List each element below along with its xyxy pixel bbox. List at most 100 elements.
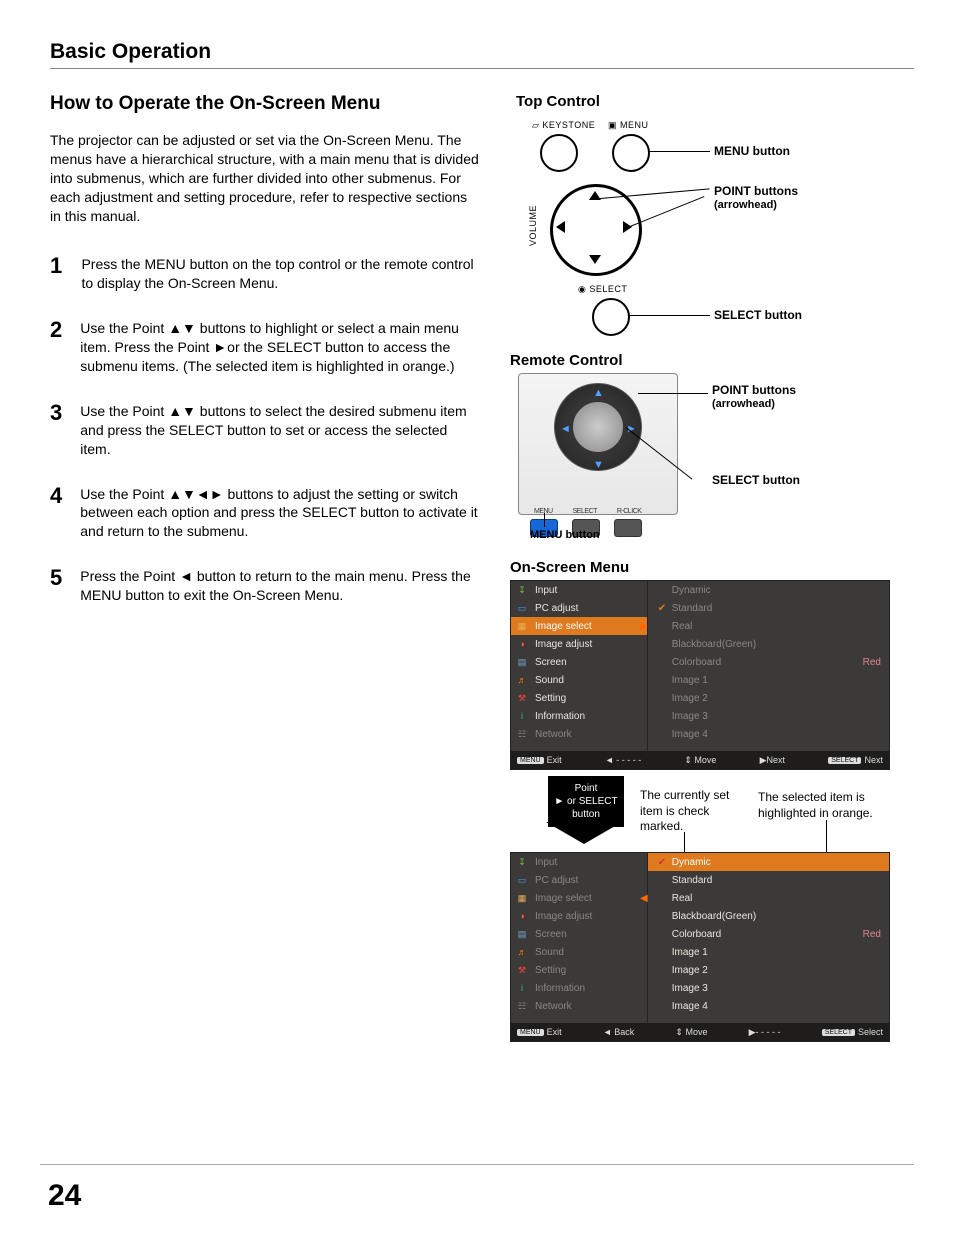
check-icon: ✔ xyxy=(658,603,668,614)
osd-item-label: Information xyxy=(535,983,585,994)
osd-item-icon: ⚒ xyxy=(515,963,529,977)
osd-item-label: Image adjust xyxy=(535,639,592,650)
point-buttons-sub: (arrowhead) xyxy=(714,199,777,211)
annot-check: The currently set item is check marked. xyxy=(640,788,750,835)
keystone-label: ▱ KEYSTONE xyxy=(532,120,595,131)
osd-item-icon: ▭ xyxy=(515,873,529,887)
osd-footer: MENUExit◄ Back⇕ Move▶- - - - -SELECTSele… xyxy=(511,1023,889,1041)
osd-right-item: Blackboard(Green) xyxy=(648,907,889,925)
osd-item-label: Information xyxy=(535,711,585,722)
osd-menu-bottom: ↧Input▭PC adjust▦Image select◀◑Image adj… xyxy=(510,852,890,1042)
osd-left-item: i Information xyxy=(511,979,647,997)
osd-right-item: Image 2 xyxy=(648,689,889,707)
osd-left-item: ▦Image select◀ xyxy=(511,889,647,907)
osd-item-icon: ♬ xyxy=(515,945,529,959)
remote-select-btn-label: SELECT button xyxy=(712,473,800,487)
osd-left-item: ↧ Input xyxy=(511,581,647,599)
page-number: 24 xyxy=(48,1179,81,1213)
osd-left-item: ⚒Setting xyxy=(511,689,647,707)
osd-left-item: ♬ Sound xyxy=(511,943,647,961)
osd-item-icon: ▦ xyxy=(515,891,529,905)
page-title: How to Operate the On-Screen Menu xyxy=(50,93,480,115)
osd-item-icon: ↧ xyxy=(515,583,529,597)
osd-right-item: Real xyxy=(648,617,889,635)
osd-right-item: Image 2 xyxy=(648,961,889,979)
step: 5 Press the Point ◄ button to return to t… xyxy=(50,567,480,605)
step-text: Press the MENU button on the top control… xyxy=(81,255,480,293)
osd-arrow-connector: Point ► or SELECT button The currently s… xyxy=(510,770,888,852)
osd-menu-top: ↧ Input ▭ PC adjust ▦Image select▶ ◑ Image adj… xyxy=(510,580,890,770)
osd-item-label: Image select xyxy=(535,893,592,904)
osd-item-label: PC adjust xyxy=(535,875,578,886)
osd-item-icon: i xyxy=(515,709,529,723)
select-button xyxy=(592,298,630,336)
osd-item-icon: ↧ xyxy=(515,855,529,869)
remote-select-label: SELECT xyxy=(573,508,597,515)
osd-left-item: ◑ Image adjust xyxy=(511,907,647,925)
osd-left-item: ▭ PC adjust xyxy=(511,871,647,889)
menu-button-label: MENU button xyxy=(714,144,790,158)
osd-left-item: ↧ Input xyxy=(511,853,647,871)
step-number: 3 xyxy=(50,402,62,459)
osd-item-label: Input xyxy=(535,585,557,596)
osd-item-icon: ▤ xyxy=(515,655,529,669)
remote-control-diagram: ▲ ▼ ◄ ► MENU SELECT R-CLICK POINT button… xyxy=(510,373,880,543)
osd-item-label: Network xyxy=(535,1001,572,1012)
osd-left-item: ▦Image select▶ xyxy=(511,617,647,635)
osd-right-item: ColorboardRed xyxy=(648,925,889,943)
osd-item-icon: ⚒ xyxy=(515,691,529,705)
check-icon: ✔ xyxy=(658,857,668,868)
osd-item-label: Sound xyxy=(535,947,564,958)
step-text: Press the Point ◄ button to return to th… xyxy=(80,567,480,605)
remote-point-sub: (arrowhead) xyxy=(712,398,775,410)
osd-right-item: ✔Standard xyxy=(648,599,889,617)
osd-right-item: Image 1 xyxy=(648,943,889,961)
osd-left-item: ▤ Screen xyxy=(511,653,647,671)
step-text: Use the Point ▲▼◄► buttons to adjust the… xyxy=(80,485,480,542)
osd-left-item: ☷Network xyxy=(511,725,647,743)
remote-rclick-button xyxy=(614,519,642,537)
step-number: 2 xyxy=(50,319,62,376)
osd-item-label: Sound xyxy=(535,675,564,686)
osd-item-label: PC adjust xyxy=(535,603,578,614)
step: 2Use the Point ▲▼ buttons to highlight o… xyxy=(50,319,480,376)
osd-item-label: Input xyxy=(535,857,557,868)
select-button-label: SELECT button xyxy=(714,308,802,322)
osd-item-icon: ☷ xyxy=(515,999,529,1013)
osd-item-icon: ▤ xyxy=(515,927,529,941)
menu-icon-label: ▣ MENU xyxy=(608,120,649,131)
step: 4 Use the Point ▲▼◄► buttons to adjust th… xyxy=(50,485,480,542)
osd-item-label: Network xyxy=(535,729,572,740)
osd-left-item: i Information xyxy=(511,707,647,725)
osd-right-item: Image 4 xyxy=(648,725,889,743)
osd-item-icon: ▭ xyxy=(515,601,529,615)
osd-right-item: Real xyxy=(648,889,889,907)
osd-title: On-Screen Menu xyxy=(510,559,890,576)
osd-left-item: ◑ Image adjust xyxy=(511,635,647,653)
osd-item-icon: i xyxy=(515,981,529,995)
osd-item-icon: ♬ xyxy=(515,673,529,687)
step-number: 5 xyxy=(50,567,62,605)
osd-item-label: Setting xyxy=(535,965,566,976)
osd-item-icon: ◑ xyxy=(515,637,529,651)
volume-label: VOLUME xyxy=(528,205,538,246)
osd-item-label: Screen xyxy=(535,657,567,668)
keystone-button xyxy=(540,134,578,172)
osd-item-icon: ◑ xyxy=(515,909,529,923)
step-text: Use the Point ▲▼ buttons to select the d… xyxy=(80,402,480,459)
remote-control-title: Remote Control xyxy=(510,352,890,369)
osd-right-item: Image 3 xyxy=(648,979,889,997)
remote-point-label: POINT buttons xyxy=(712,383,796,397)
select-icon-label: ◉ SELECT xyxy=(578,284,627,295)
osd-right-item: ColorboardRed xyxy=(648,653,889,671)
arrow-box: Point ► or SELECT button xyxy=(548,776,624,827)
top-control-diagram: ▱ KEYSTONE ▣ MENU MENU button VOLUME POI… xyxy=(510,114,880,344)
osd-right-item: Standard xyxy=(648,871,889,889)
intro-text: The projector can be adjusted or set via… xyxy=(50,131,480,225)
step-number: 4 xyxy=(50,485,62,542)
osd-item-label: Image adjust xyxy=(535,911,592,922)
menu-button xyxy=(612,134,650,172)
osd-right-item: Blackboard(Green) xyxy=(648,635,889,653)
osd-right-item: Image 4 xyxy=(648,997,889,1015)
section-header: Basic Operation xyxy=(50,40,914,69)
